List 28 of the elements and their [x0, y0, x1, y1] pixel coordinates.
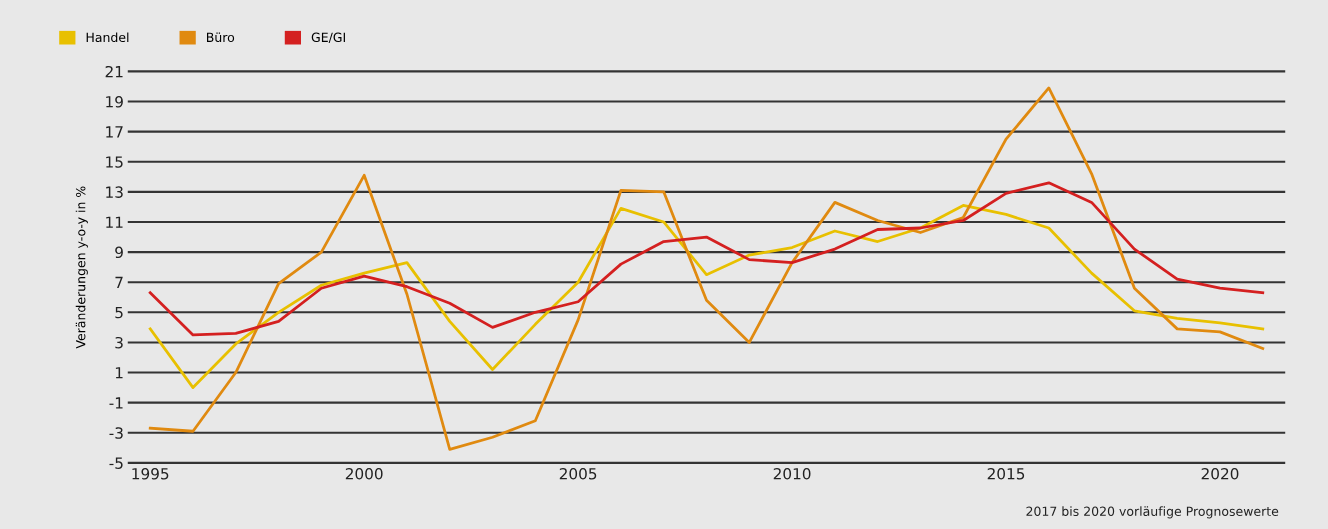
y-tick-label: -1	[109, 397, 123, 409]
y-tick-label: 1	[115, 367, 123, 379]
y-tick-label: 15	[106, 156, 123, 168]
y-tick-label: 11	[106, 216, 123, 228]
x-tick-label: 2020	[1201, 468, 1239, 480]
legend-label: Büro	[207, 32, 235, 43]
x-tick-label: 2010	[773, 468, 811, 480]
x-tick-label: 2000	[345, 468, 383, 480]
y-tick-label: 7	[115, 276, 123, 289]
y-tick-label: 19	[106, 95, 123, 108]
legend-label: GE/GI	[311, 32, 345, 44]
line-series	[148, 86, 1265, 451]
line-series	[148, 181, 1265, 337]
y-tick-label: 13	[106, 186, 123, 198]
y-tick-label: 5	[115, 306, 123, 319]
text: 2017 bis 2020 vorläufige Prognosewerte	[1026, 506, 1279, 519]
y-tick-label: 9	[115, 246, 123, 259]
y-tick-label: -3	[109, 427, 123, 439]
legend-label: Handel	[86, 32, 129, 43]
line-series	[148, 204, 1265, 389]
y-tick-label: -5	[109, 457, 123, 469]
y-axis-title: Veränderungen y-o-y in %	[75, 186, 88, 349]
y-tick-label: 3	[115, 336, 123, 349]
x-tick-label: 1995	[132, 468, 169, 480]
x-tick-label: 2015	[987, 468, 1025, 480]
y-tick-label: 17	[106, 126, 123, 138]
x-tick-label: 2005	[559, 468, 597, 480]
y-tick-label: 21	[105, 65, 123, 78]
